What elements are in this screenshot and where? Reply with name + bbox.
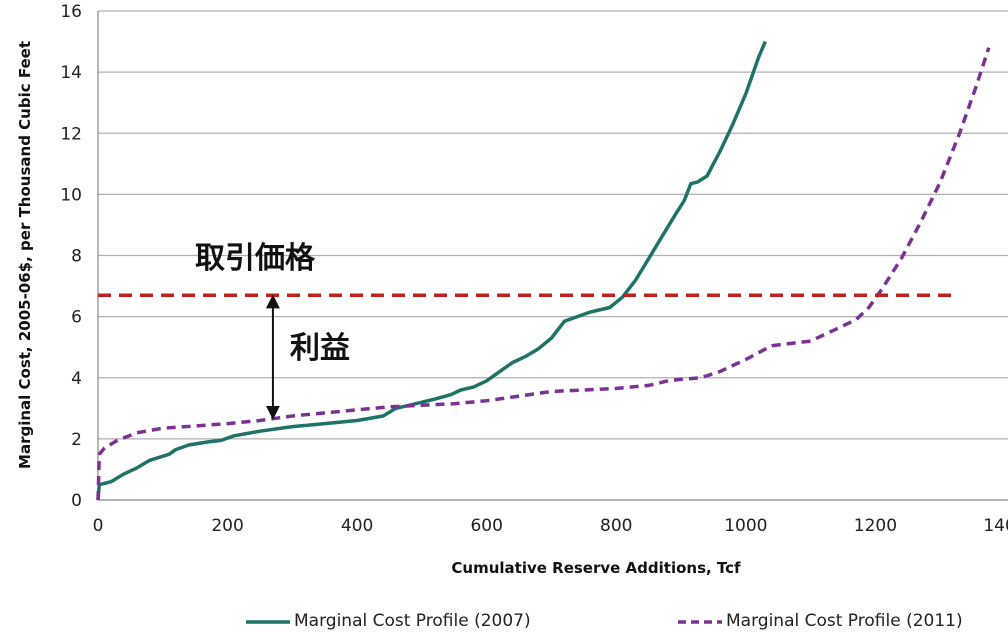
y-tick-label: 2: [71, 430, 82, 450]
axes: [97, 11, 1008, 501]
x-axis-title: Cumulative Reserve Additions, Tcf: [451, 559, 741, 577]
x-tick-label: 1000: [724, 516, 767, 536]
trade-price-label: 取引価格: [195, 241, 316, 276]
y-tick-label: 10: [60, 185, 82, 205]
reference-layer: [98, 293, 957, 420]
gridlines: [98, 10, 1008, 440]
y-tick-label: 8: [71, 247, 82, 267]
legend: Marginal Cost Profile (2007) Marginal Co…: [246, 611, 963, 631]
x-tick-label: 600: [470, 516, 502, 536]
x-tick-label: 800: [600, 516, 632, 536]
y-tick-label: 16: [60, 2, 82, 22]
x-tick-label: 200: [211, 516, 243, 536]
y-tick-label: 0: [71, 491, 82, 511]
x-tick-label: 400: [341, 516, 373, 536]
y-tick-label: 14: [60, 63, 82, 83]
legend-label-2011: Marginal Cost Profile (2011): [726, 611, 963, 631]
x-tick-label: 1400: [983, 516, 1008, 536]
x-tick-label: 1200: [854, 516, 897, 536]
y-tick-label: 4: [71, 369, 82, 389]
profit-label: 利益: [290, 331, 350, 366]
series-line-0: [96, 40, 767, 501]
x-tick-label: 0: [93, 516, 104, 536]
y-tick-label: 6: [71, 308, 82, 328]
tick-labels: 0 2 4 6 8 10 12 14 16 0 200 400 600 800 1000 1200 1400: [60, 2, 1008, 536]
y-axis-title: Marginal Cost, 2005-06$, per Thousand Cu…: [16, 41, 34, 469]
legend-label-2007: Marginal Cost Profile (2007): [294, 611, 531, 631]
y-tick-label: 12: [60, 124, 82, 144]
